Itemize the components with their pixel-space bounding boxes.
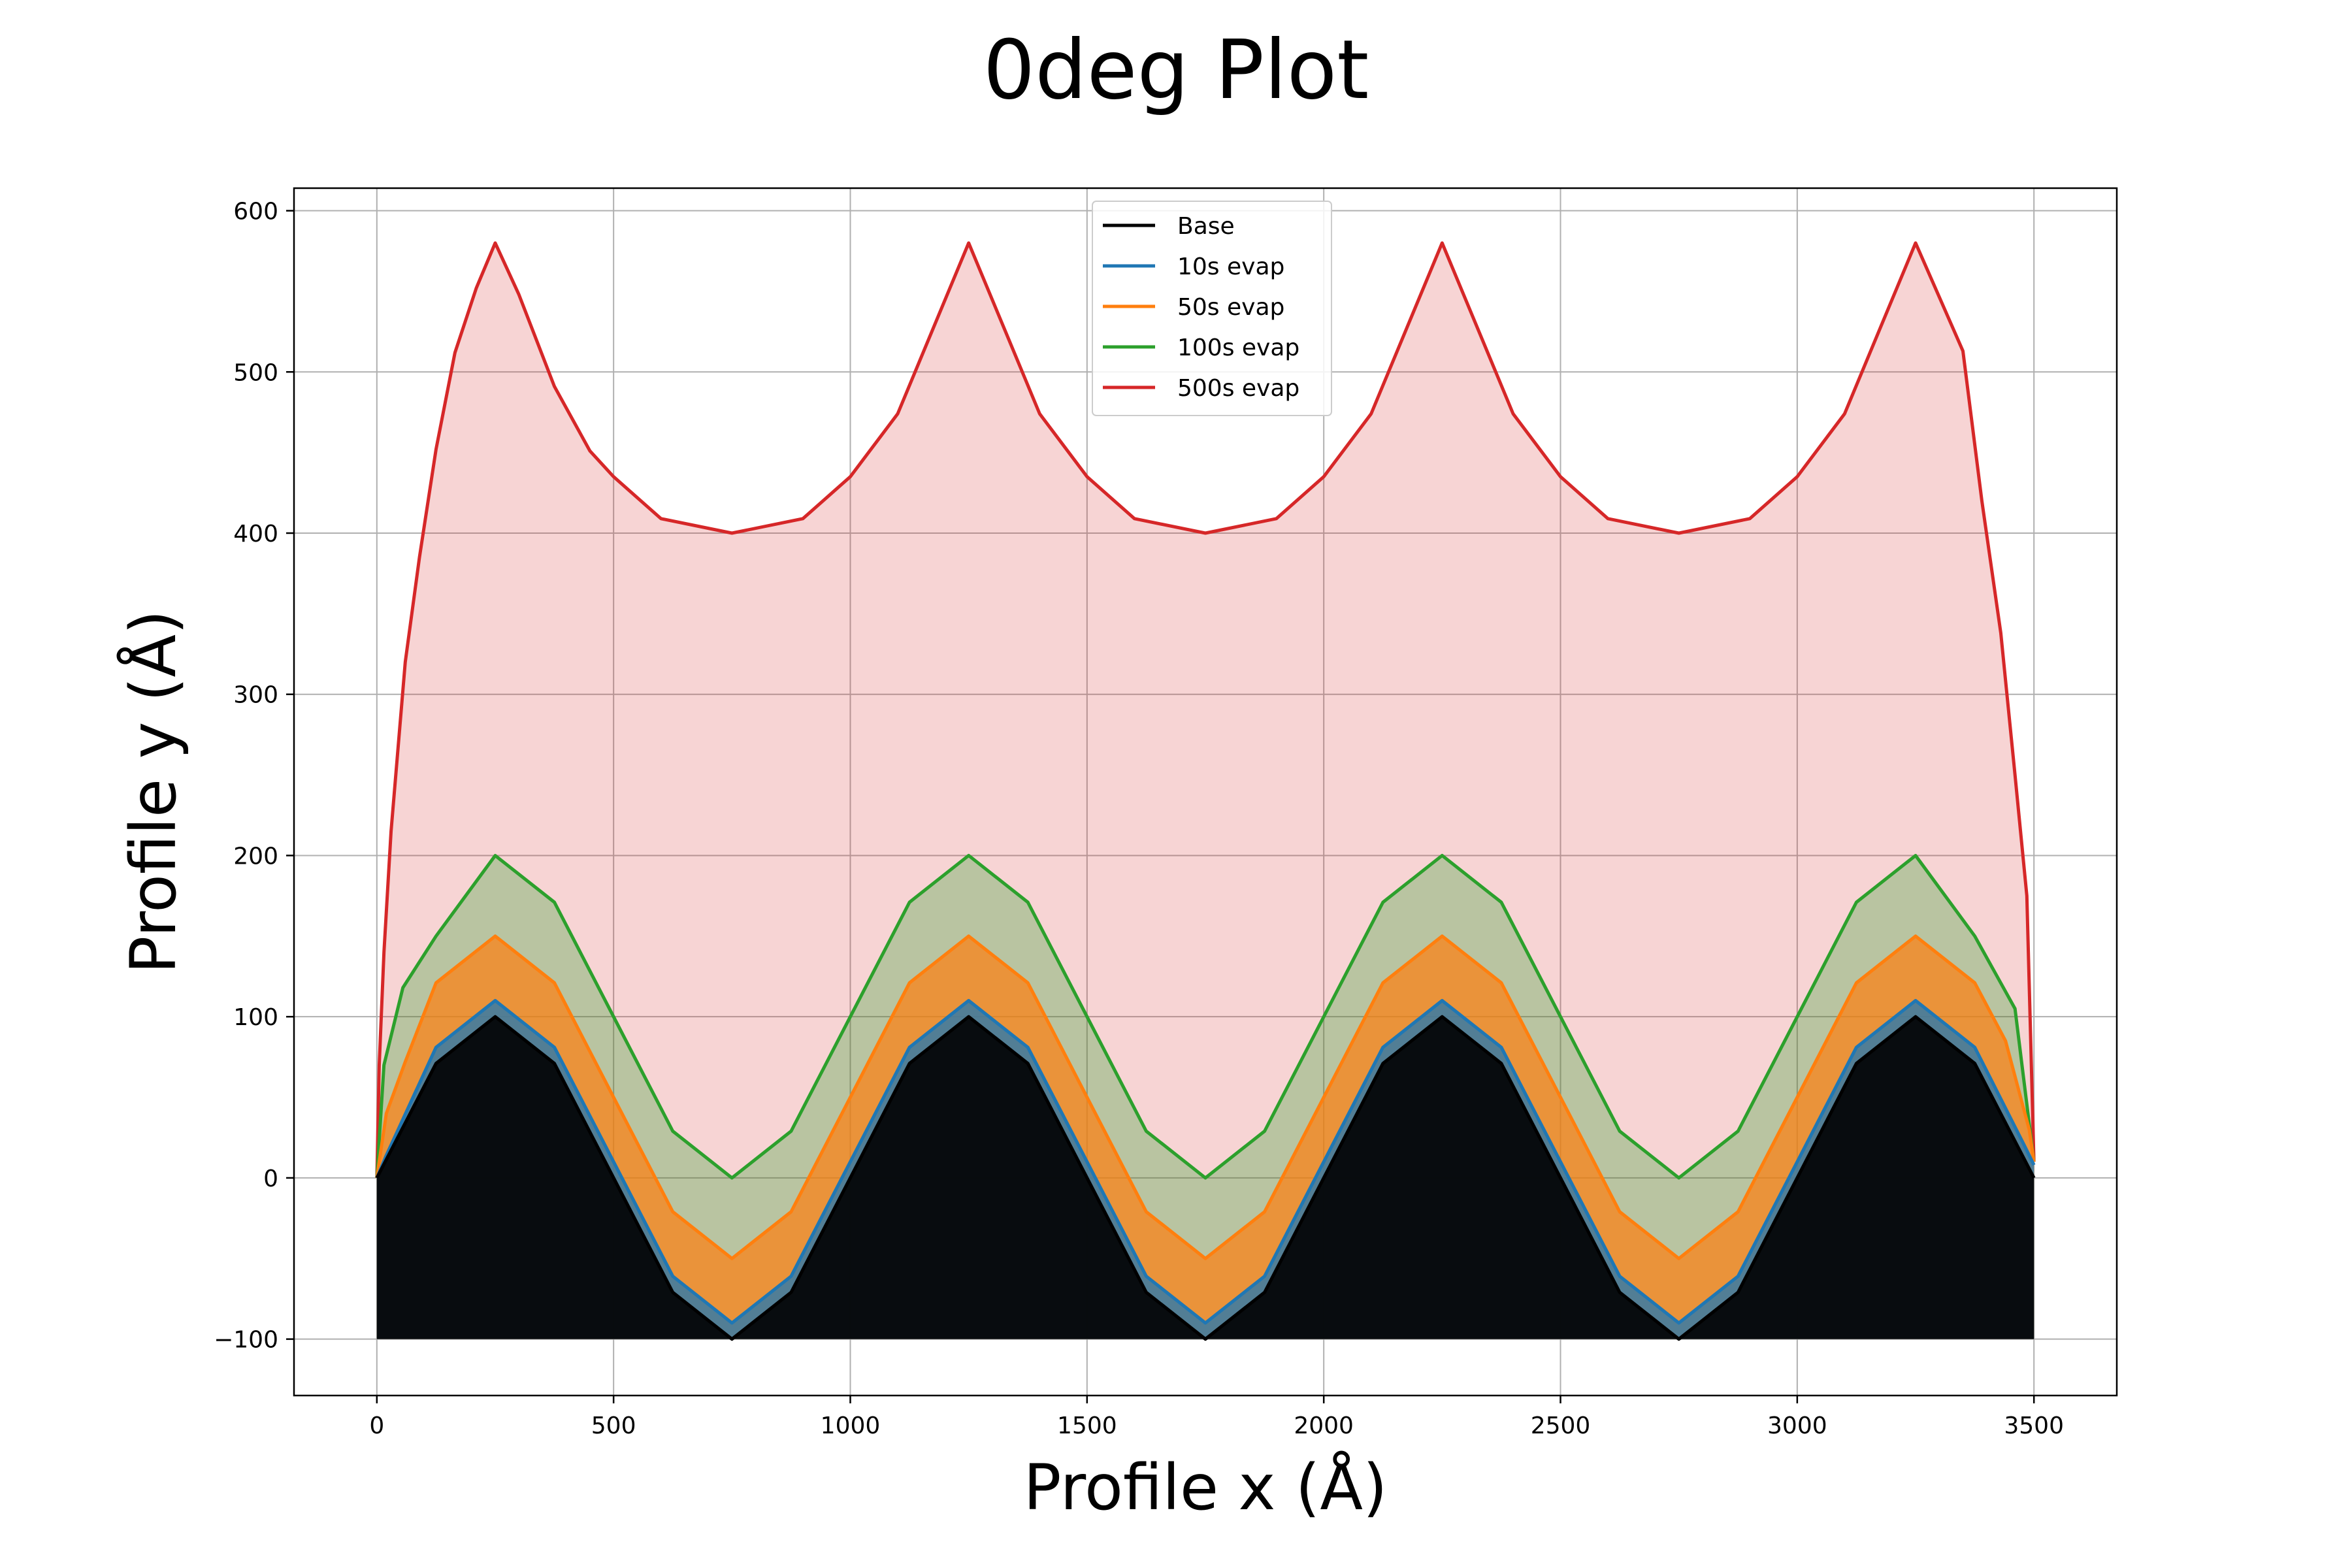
legend-box	[1092, 201, 1332, 416]
series-fill	[376, 1017, 2034, 1339]
series-line	[375, 934, 2036, 1260]
x-tick-label: 1000	[821, 1413, 881, 1439]
y-tick-label: 600	[233, 199, 278, 225]
series-line	[375, 241, 2036, 1178]
legend-label: 50s evap	[1177, 294, 1284, 321]
series-line	[375, 1015, 2036, 1341]
series-line	[375, 853, 2036, 1180]
y-tick-label: −100	[214, 1327, 278, 1354]
x-tick-label: 2000	[1294, 1413, 1354, 1439]
x-tick-label: 1500	[1057, 1413, 1117, 1439]
x-tick-label: 0	[369, 1413, 384, 1439]
y-tick-label: 200	[233, 843, 278, 870]
y-tick-label: 500	[233, 359, 278, 386]
series-fill	[376, 936, 2034, 1339]
series-lines	[375, 241, 2036, 1341]
legend-label: 100s evap	[1177, 335, 1299, 361]
x-tick-label: 3000	[1767, 1413, 1827, 1439]
x-axis-label: Profile x (Å)	[1024, 1450, 1388, 1524]
y-axis: −100 0 100 200 300 400 500 600	[214, 199, 294, 1354]
y-tick-label: 300	[233, 682, 278, 709]
x-tick-label: 3500	[2004, 1413, 2064, 1439]
plot-frame	[293, 187, 2118, 1397]
y-tick-label: 100	[233, 1004, 278, 1031]
y-tick-label: 400	[233, 521, 278, 547]
x-axis: 0 500 1000 1500 2000 2500 3000 3500	[369, 1396, 2064, 1439]
legend-label: 10s evap	[1177, 253, 1284, 280]
series-fills	[376, 242, 2034, 1339]
series-fill	[376, 242, 2034, 1339]
legend: Base 10s evap 50s evap 100s evap 500s evap	[1092, 201, 1332, 416]
x-tick-label: 500	[591, 1413, 636, 1439]
chart-title: 0deg Plot	[983, 23, 1369, 118]
y-tick-label: 0	[263, 1166, 278, 1192]
y-axis-label: Profile y (Å)	[116, 610, 190, 974]
x-tick-label: 2500	[1531, 1413, 1591, 1439]
legend-label: 500s evap	[1177, 375, 1299, 402]
legend-label: Base	[1177, 213, 1235, 240]
series-line	[375, 999, 2036, 1325]
